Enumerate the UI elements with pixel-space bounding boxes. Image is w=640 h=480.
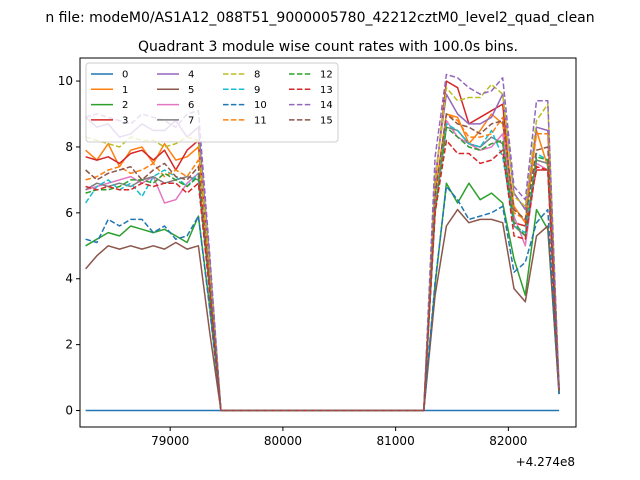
y-tick-label: 0 xyxy=(65,404,73,418)
legend-label-8: 8 xyxy=(254,70,260,81)
legend-label-0: 0 xyxy=(122,70,128,81)
legend-label-12: 12 xyxy=(320,70,333,81)
x-tick-label: 80000 xyxy=(264,434,302,448)
legend-label-1: 1 xyxy=(122,85,128,96)
figure-suptitle: n file: modeM0/AS1A12_088T51_9000005780_… xyxy=(45,10,594,26)
y-axis: 0 2 4 6 8 10 xyxy=(58,74,80,418)
legend-label-3: 3 xyxy=(122,115,128,126)
x-axis: 79000 80000 81000 82000 xyxy=(151,427,527,448)
y-tick-label: 10 xyxy=(58,74,73,88)
x-offset-label: +4.274e8 xyxy=(516,455,575,469)
legend-frame xyxy=(85,62,339,143)
x-tick-label: 81000 xyxy=(377,434,415,448)
series-line-15 xyxy=(85,113,560,412)
legend-label-2: 2 xyxy=(122,100,128,111)
y-tick-label: 2 xyxy=(65,338,73,352)
legend-label-5: 5 xyxy=(188,85,194,96)
legend-label-11: 11 xyxy=(254,115,267,126)
legend-label-10: 10 xyxy=(254,100,267,111)
legend-label-13: 13 xyxy=(320,85,333,96)
legend-label-7: 7 xyxy=(188,115,194,126)
legend-label-9: 9 xyxy=(254,85,260,96)
x-tick-label: 79000 xyxy=(151,434,189,448)
legend-label-4: 4 xyxy=(188,70,194,81)
plot-frame xyxy=(79,57,577,428)
legend-label-14: 14 xyxy=(320,100,333,111)
y-tick-label: 8 xyxy=(65,140,73,154)
x-tick-label: 82000 xyxy=(489,434,527,448)
legend-label-15: 15 xyxy=(320,115,333,126)
y-tick-label: 4 xyxy=(65,272,73,286)
legend-label-6: 6 xyxy=(188,100,194,111)
y-tick-label: 6 xyxy=(65,206,73,220)
chart-title: Quadrant 3 module wise count rates with … xyxy=(138,39,518,55)
